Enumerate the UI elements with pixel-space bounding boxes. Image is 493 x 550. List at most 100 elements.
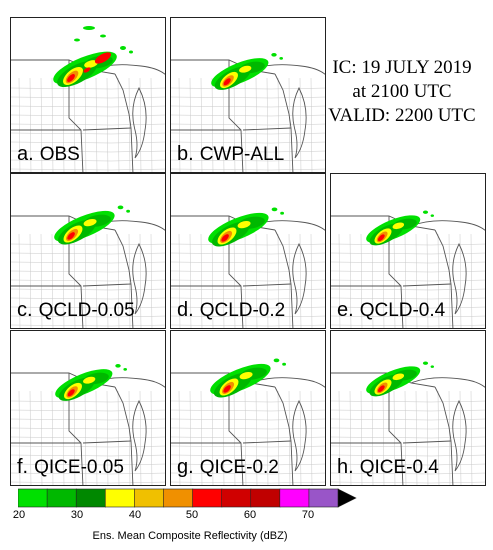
county-line xyxy=(18,77,21,172)
county-line xyxy=(459,233,462,328)
state-border xyxy=(274,229,294,328)
county-line xyxy=(51,233,54,328)
county-line xyxy=(171,324,325,327)
county-line xyxy=(211,390,214,485)
colorbar-segment xyxy=(163,488,194,508)
county-line xyxy=(171,409,325,412)
reflectivity-max xyxy=(67,232,75,240)
county-line xyxy=(150,77,153,172)
county-line xyxy=(11,427,165,430)
county-line xyxy=(331,409,485,412)
county-line xyxy=(331,288,485,291)
county-line xyxy=(171,315,325,318)
reflectivity-cell xyxy=(123,368,127,371)
radar-map xyxy=(11,205,165,328)
state-border xyxy=(228,373,244,485)
reflectivity-core xyxy=(392,373,405,381)
lake-superior-outline xyxy=(250,377,325,388)
county-line xyxy=(171,168,325,171)
state-border xyxy=(402,283,452,287)
colorbar-tick: 40 xyxy=(128,509,142,521)
county-line xyxy=(11,436,165,439)
radar-map xyxy=(11,26,165,172)
county-line xyxy=(310,233,313,328)
county-line xyxy=(11,270,165,273)
reflectivity-cell xyxy=(282,362,286,366)
state-border xyxy=(68,216,84,328)
state-border xyxy=(242,283,292,287)
county-line xyxy=(171,445,325,448)
colorbar-extend-arrow xyxy=(337,488,357,508)
county-line xyxy=(73,233,76,328)
reflectivity-cell xyxy=(74,38,80,42)
county-line xyxy=(11,324,165,327)
county-line xyxy=(331,472,485,475)
county-line xyxy=(459,390,462,485)
reflectivity-cell xyxy=(115,364,121,368)
county-line xyxy=(288,233,291,328)
state-border xyxy=(242,127,292,131)
county-line xyxy=(299,233,302,328)
radar-map xyxy=(171,207,325,328)
county-line xyxy=(233,390,236,485)
county-line xyxy=(128,77,131,172)
reflectivity-max xyxy=(223,78,231,86)
county-line xyxy=(171,132,325,135)
county-line xyxy=(171,454,325,457)
county-line xyxy=(139,233,142,328)
radar-map xyxy=(331,210,485,328)
county-line xyxy=(299,77,302,172)
state-border xyxy=(114,229,134,328)
county-line xyxy=(11,454,165,457)
colorbar-segment xyxy=(308,488,339,508)
panel-label: a. OBS xyxy=(17,143,80,165)
county-line xyxy=(150,390,153,485)
reflectivity-cell xyxy=(120,46,126,50)
panel-qice-02: g. QICE-0.2 xyxy=(170,330,326,486)
state-border xyxy=(242,440,292,444)
county-line xyxy=(62,233,65,328)
county-line xyxy=(470,233,473,328)
county-line xyxy=(349,390,352,485)
radar-map xyxy=(331,361,485,485)
county-line xyxy=(106,77,109,172)
county-line xyxy=(189,390,192,485)
panel-qcld-04: e. QCLD-0.4 xyxy=(330,173,486,329)
county-line xyxy=(171,87,325,90)
lake-michigan-outline xyxy=(132,242,147,315)
county-line xyxy=(233,233,236,328)
lake-superior-outline xyxy=(410,220,485,231)
county-line xyxy=(11,445,165,448)
county-line xyxy=(128,390,131,485)
county-line xyxy=(171,306,325,309)
county-line xyxy=(382,233,385,328)
lake-michigan-outline xyxy=(132,86,147,159)
county-line xyxy=(266,233,269,328)
county-line xyxy=(331,252,485,255)
county-line xyxy=(255,233,258,328)
county-lines xyxy=(11,77,165,172)
county-line xyxy=(299,390,302,485)
county-line xyxy=(426,390,429,485)
panel-label: h. QICE-0.4 xyxy=(337,456,439,478)
reflectivity-cell xyxy=(422,210,429,214)
radar-map xyxy=(171,358,325,485)
county-line xyxy=(106,390,109,485)
panel-label: g. QICE-0.2 xyxy=(177,456,279,478)
reflectivity-cell xyxy=(100,34,106,38)
reflectivity-cell xyxy=(129,50,133,54)
colorbar-segment xyxy=(18,488,48,508)
reflectivity-cell xyxy=(83,26,95,30)
county-line xyxy=(200,390,203,485)
county-line xyxy=(171,418,325,421)
county-line xyxy=(117,233,120,328)
county-line xyxy=(233,77,236,172)
county-line xyxy=(171,279,325,282)
colorbar-segment xyxy=(134,488,165,508)
county-line xyxy=(200,233,203,328)
panel-label: d. QCLD-0.2 xyxy=(177,299,286,321)
county-line xyxy=(106,233,109,328)
county-line xyxy=(11,150,165,153)
state-border xyxy=(82,440,132,444)
state-border xyxy=(82,283,132,287)
